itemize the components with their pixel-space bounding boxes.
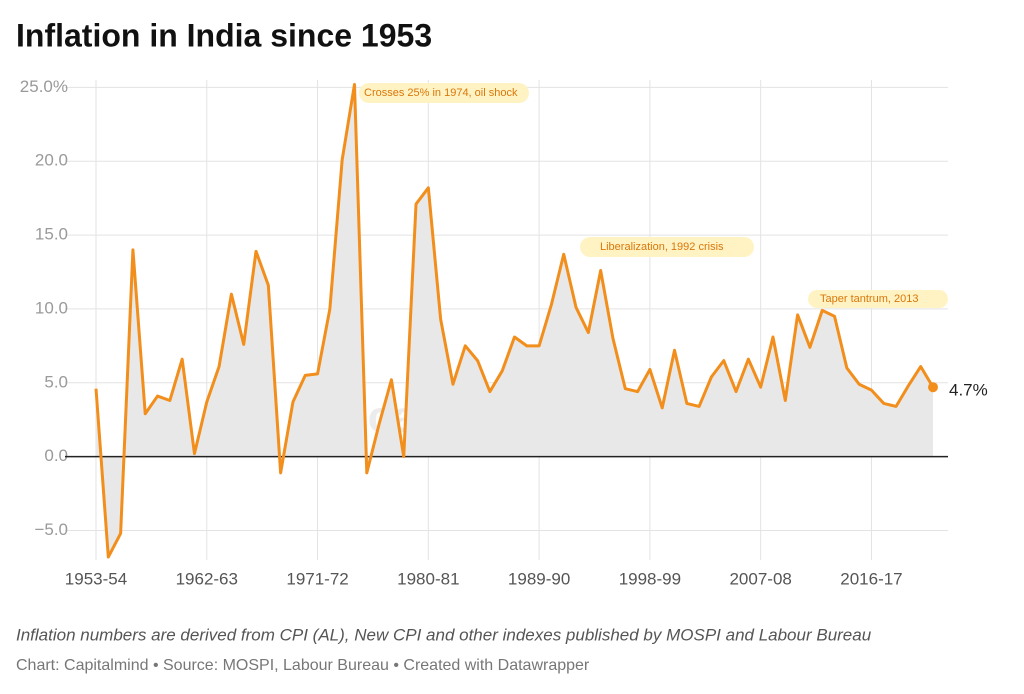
x-tick-label: 1962-63 (176, 569, 238, 588)
x-tick-label: 1953-54 (65, 569, 127, 588)
x-tick-label: 1980-81 (397, 569, 459, 588)
area (96, 84, 933, 558)
x-tick-label: 1971-72 (286, 569, 348, 588)
plot: −5.0 0.0 5.0 10.0 15.0 20.0 25.0% 1953-54 1962-6… (20, 77, 988, 589)
source: Chart: Capitalmind • Source: MOSPI, Labo… (16, 657, 590, 674)
chart-title: Inflation in India since 1953 (16, 17, 432, 53)
y-tick-label: 15.0 (35, 225, 68, 244)
line (94, 82, 935, 559)
annotation-text: Crosses 25% in 1974, oil shock (364, 87, 518, 99)
x-tick-label: 1989-90 (508, 569, 570, 588)
value-label: 4.7% (949, 381, 988, 400)
x-tick-label: 2007-08 (729, 569, 791, 588)
y-tick-label: 0.0 (44, 446, 68, 465)
y-tick-label: 10.0 (35, 298, 68, 317)
y-tick-label: −5.0 (34, 520, 68, 539)
y-tick-label: 5.0 (44, 372, 68, 391)
x-tick-label: 1998-99 (619, 569, 681, 588)
y-tick-label: 25.0% (20, 77, 68, 96)
point (928, 382, 938, 393)
notes: Inflation numbers are derived from CPI (… (16, 625, 872, 644)
annotation: Crosses 25% in 1974, oil shock Liberaliz… (359, 83, 948, 308)
x-tick-label: 2016-17 (840, 569, 902, 588)
annotation-text: Liberalization, 1992 crisis (600, 241, 724, 253)
annotation-text: Taper tantrum, 2013 (820, 293, 918, 305)
y-tick-label: 20.0 (35, 151, 68, 170)
